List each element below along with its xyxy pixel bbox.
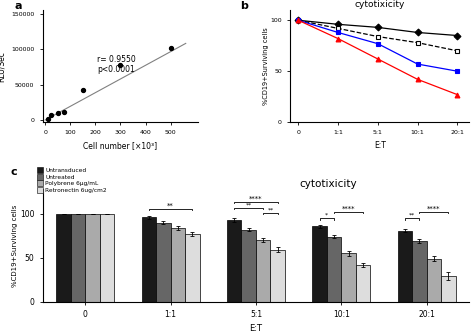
- Bar: [412, 241, 427, 302]
- Line: Polybrene 6µg/mL: Polybrene 6µg/mL: [296, 18, 460, 74]
- Bar: [171, 228, 185, 302]
- Polybrene 6µg/mL: [295, 18, 301, 22]
- Polybrene 6µg/mL: [335, 30, 341, 35]
- Text: **: **: [267, 208, 273, 213]
- Point: [48, 112, 55, 118]
- Y-axis label: %CD19+Surviving cells: %CD19+Surviving cells: [12, 204, 18, 287]
- Point: [44, 116, 52, 121]
- Text: *: *: [325, 213, 328, 218]
- Polybrene 6µg/mL: [375, 42, 381, 46]
- Bar: [441, 276, 456, 302]
- Legend: Untransduced, Untreated, Polybrene 6µg/mL, Retronectin 6ug/cm2: Untransduced, Untreated, Polybrene 6µg/m…: [37, 168, 107, 193]
- Line: Retronectin 6ug/cm2: Retronectin 6ug/cm2: [296, 18, 460, 97]
- Bar: [312, 226, 327, 302]
- Y-axis label: %CD19+Surviving cells: %CD19+Surviving cells: [263, 27, 269, 105]
- Retronectin 6ug/cm2: [335, 37, 341, 41]
- Bar: [356, 265, 370, 302]
- Untreated: [415, 41, 420, 45]
- Untransduced: [375, 25, 381, 29]
- Text: ****: ****: [249, 195, 263, 201]
- Text: a: a: [15, 1, 22, 11]
- Bar: [341, 253, 356, 302]
- Text: **: **: [409, 213, 415, 218]
- Point: [167, 45, 174, 50]
- Polybrene 6µg/mL: [415, 62, 420, 66]
- X-axis label: E:T: E:T: [249, 324, 263, 333]
- Point: [60, 109, 68, 114]
- Text: r= 0.9550
p<0.0001: r= 0.9550 p<0.0001: [97, 55, 136, 74]
- Text: **: **: [167, 202, 174, 208]
- Line: Untreated: Untreated: [296, 18, 460, 53]
- Text: **: **: [246, 203, 252, 207]
- Bar: [256, 240, 271, 302]
- Point: [79, 87, 87, 92]
- Bar: [227, 220, 241, 302]
- Retronectin 6ug/cm2: [415, 77, 420, 81]
- Bar: [71, 214, 85, 302]
- Text: ****: ****: [427, 206, 441, 212]
- Bar: [327, 237, 341, 302]
- Title: cytotixicity: cytotixicity: [355, 0, 405, 9]
- Bar: [85, 214, 100, 302]
- Y-axis label: RLU/Sec: RLU/Sec: [0, 51, 6, 81]
- Bar: [398, 230, 412, 302]
- Bar: [427, 259, 441, 302]
- Bar: [156, 223, 171, 302]
- X-axis label: Cell number [×10³]: Cell number [×10³]: [83, 141, 157, 150]
- Text: b: b: [240, 1, 248, 11]
- Untransduced: [455, 34, 460, 38]
- Bar: [100, 214, 114, 302]
- Bar: [271, 250, 285, 302]
- Bar: [185, 234, 200, 302]
- Polybrene 6µg/mL: [455, 69, 460, 73]
- Point: [117, 63, 124, 68]
- Retronectin 6ug/cm2: [375, 57, 381, 61]
- Untransduced: [335, 22, 341, 26]
- Line: Untransduced: Untransduced: [296, 18, 460, 38]
- Bar: [142, 217, 156, 302]
- Bar: [241, 230, 256, 302]
- Title: cytotixicity: cytotixicity: [300, 179, 357, 189]
- Untransduced: [295, 18, 301, 22]
- Untreated: [295, 18, 301, 22]
- Retronectin 6ug/cm2: [295, 18, 301, 22]
- Bar: [56, 214, 71, 302]
- Text: c: c: [10, 167, 17, 177]
- Retronectin 6ug/cm2: [455, 92, 460, 96]
- Untreated: [335, 26, 341, 30]
- Untreated: [455, 49, 460, 53]
- Point: [54, 110, 62, 116]
- X-axis label: E:T: E:T: [374, 141, 386, 150]
- Untransduced: [415, 30, 420, 35]
- Text: ****: ****: [342, 206, 356, 212]
- Untreated: [375, 35, 381, 39]
